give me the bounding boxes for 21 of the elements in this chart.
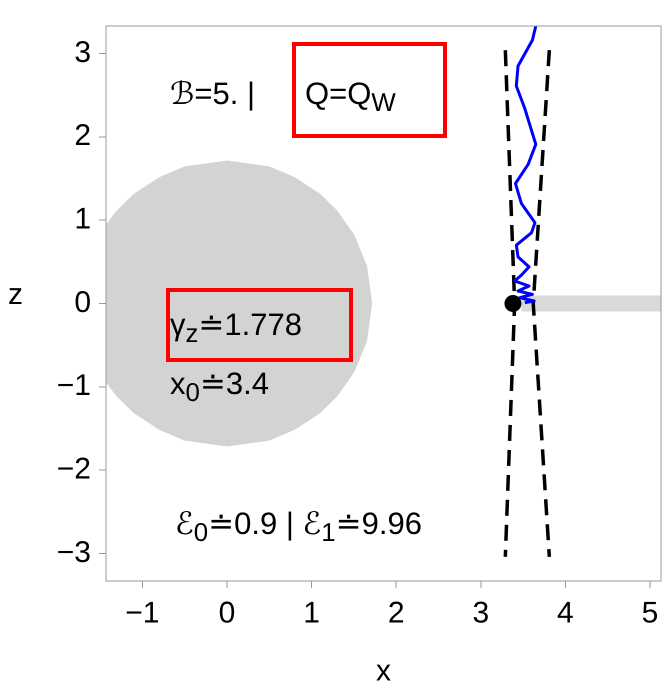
x-tick-label: 0 <box>218 596 236 630</box>
y-tick-label: −3 <box>56 536 91 569</box>
annotation: ℬ=5. | <box>170 75 255 113</box>
y-tick-label: 3 <box>74 36 91 69</box>
x-tick-label: 5 <box>642 596 658 630</box>
annotation: Q=Q$_{W}$ <box>305 75 396 120</box>
x-axis-title: x <box>376 654 391 688</box>
y-axis-title: z <box>8 278 23 312</box>
annotation: x$_{0}$≐3.4 <box>170 365 269 410</box>
x-tick-label: 1 <box>303 596 320 630</box>
y-tick-label: −2 <box>56 452 91 486</box>
annotation: γ$_{z}$≐1.778 <box>170 306 302 350</box>
x-tick-label: −1 <box>125 596 160 630</box>
y-tick-label: 1 <box>74 202 91 236</box>
x-tick-label: 3 <box>472 596 490 630</box>
y-tick-label: 0 <box>74 286 91 319</box>
y-tick-label: 2 <box>74 119 91 152</box>
x-tick-label: 4 <box>557 596 574 630</box>
x-tick-label: 2 <box>388 596 405 630</box>
y-tick-label: −1 <box>56 369 91 402</box>
annotation: ℰ$_{0}$≐0.9 | ℰ$_{1}$≐9.96 <box>175 505 422 550</box>
